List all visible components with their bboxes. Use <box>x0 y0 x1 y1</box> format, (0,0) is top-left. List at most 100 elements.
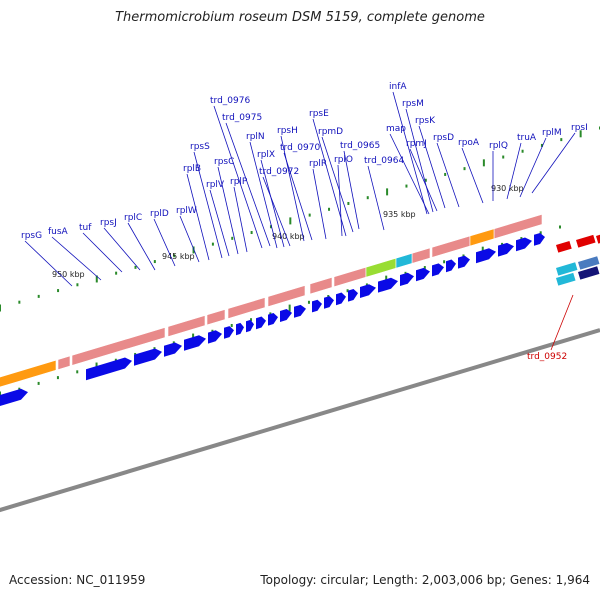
leader-line <box>24 240 73 287</box>
leader-line <box>280 135 305 242</box>
leader-line <box>209 189 230 257</box>
leader-line <box>127 222 156 271</box>
leader-line <box>389 133 430 215</box>
right-feature <box>596 233 600 244</box>
gene-label: rplO <box>334 155 353 165</box>
leader-line <box>217 166 239 255</box>
leader-line <box>392 91 428 215</box>
gene-label: trd_0965 <box>340 141 380 151</box>
gene-label: trd_0976 <box>210 96 250 106</box>
cds-arrow <box>446 259 456 273</box>
leader-line <box>103 227 141 271</box>
leader-line <box>186 173 210 261</box>
cds-arrow <box>256 316 266 330</box>
gene-label: rpmD <box>318 127 343 137</box>
gene-label: rplN <box>246 132 265 142</box>
leader-line <box>337 164 343 237</box>
gene-label: rpsE <box>309 109 329 119</box>
cds-arrow <box>312 299 322 313</box>
gene-label: trd_0972 <box>259 167 299 177</box>
gene-label: rpsK <box>415 116 436 126</box>
right-feature <box>555 262 578 276</box>
gene-label: rpsC <box>214 157 234 167</box>
gene-label: rpsI <box>571 123 588 133</box>
scale-label: 935 kbp <box>383 210 416 219</box>
gene-label: rplC <box>124 213 142 223</box>
leader-line <box>260 159 285 248</box>
rna-feature <box>267 285 306 308</box>
cds-arrow <box>0 388 28 407</box>
scale-label: 950 kbp <box>52 270 85 279</box>
cds-arrow <box>458 255 470 269</box>
right-feature <box>555 272 576 286</box>
gene-label: rplQ <box>489 141 508 151</box>
gene-label: tuf <box>79 223 92 233</box>
leader-line <box>283 152 313 241</box>
gene-label: truA <box>517 133 537 143</box>
cds-arrow <box>432 263 444 277</box>
leader-line <box>550 294 574 351</box>
cds-arrow <box>268 312 278 326</box>
leader-line <box>82 232 123 273</box>
scale-label: 945 kbp <box>162 252 195 261</box>
leader-line <box>531 132 576 194</box>
leader-line <box>225 122 271 247</box>
gene-label: rpsG <box>21 231 42 241</box>
rna-feature <box>309 276 333 295</box>
accession-text: Accession: NC_011959 <box>9 573 146 587</box>
leader-line <box>418 125 446 209</box>
cds-arrow <box>476 248 496 264</box>
gene-label: rplB <box>183 164 201 174</box>
gene-label: rplD <box>150 209 169 219</box>
cds-arrow <box>294 304 306 318</box>
cds-arrow <box>246 319 254 333</box>
leader-line <box>213 105 263 249</box>
orange-feature <box>0 359 57 388</box>
genome-title: Thermomicrobium roseum DSM 5159, complet… <box>115 10 485 25</box>
leader-line <box>249 141 278 249</box>
gene-label: rpoA <box>458 138 480 148</box>
cds-arrow <box>324 296 334 309</box>
gene-label: rpsS <box>190 142 210 152</box>
leader-line <box>409 148 438 212</box>
cds-arrow <box>236 322 244 336</box>
rna-feature <box>71 327 166 366</box>
gene-label: rplR <box>309 159 327 169</box>
gene-label: rplM <box>542 128 562 138</box>
leader-line <box>461 147 484 204</box>
leader-line <box>233 186 248 253</box>
cds-arrow <box>280 309 292 322</box>
cds-arrow <box>336 292 346 306</box>
gene-label: trd_0964 <box>364 156 404 166</box>
rna-feature <box>167 315 206 338</box>
leader-line <box>193 151 223 259</box>
gene-label: rplV <box>206 180 225 190</box>
cds-arrow <box>400 272 414 286</box>
cds-arrow <box>164 342 182 357</box>
gene-label: infA <box>389 82 407 92</box>
gene-label: rpmJ <box>406 139 427 149</box>
cds-arrow <box>184 335 206 351</box>
leader-line <box>153 218 176 267</box>
leader-line <box>436 142 460 208</box>
leader-line <box>321 136 354 233</box>
gene-label: rplP <box>230 177 248 187</box>
gene-label: rpsM <box>402 99 424 109</box>
leader-line <box>179 215 200 263</box>
cds-arrow <box>498 242 514 257</box>
leader-line <box>519 137 547 198</box>
leader-line <box>312 118 347 237</box>
genome-summary-text: Topology: circular; Length: 2,003,006 bp… <box>260 573 590 587</box>
leader-line <box>506 142 522 200</box>
right-feature <box>578 266 600 280</box>
rna-feature <box>227 297 266 320</box>
rna-feature <box>57 355 71 371</box>
gene-label: rpsH <box>277 126 298 136</box>
leader-line <box>51 236 102 281</box>
gene-label: rplX <box>257 150 275 160</box>
orange-feature <box>469 228 495 247</box>
cds-arrow <box>224 326 234 339</box>
cds-arrow <box>416 267 430 282</box>
cds-arrow <box>360 284 376 298</box>
